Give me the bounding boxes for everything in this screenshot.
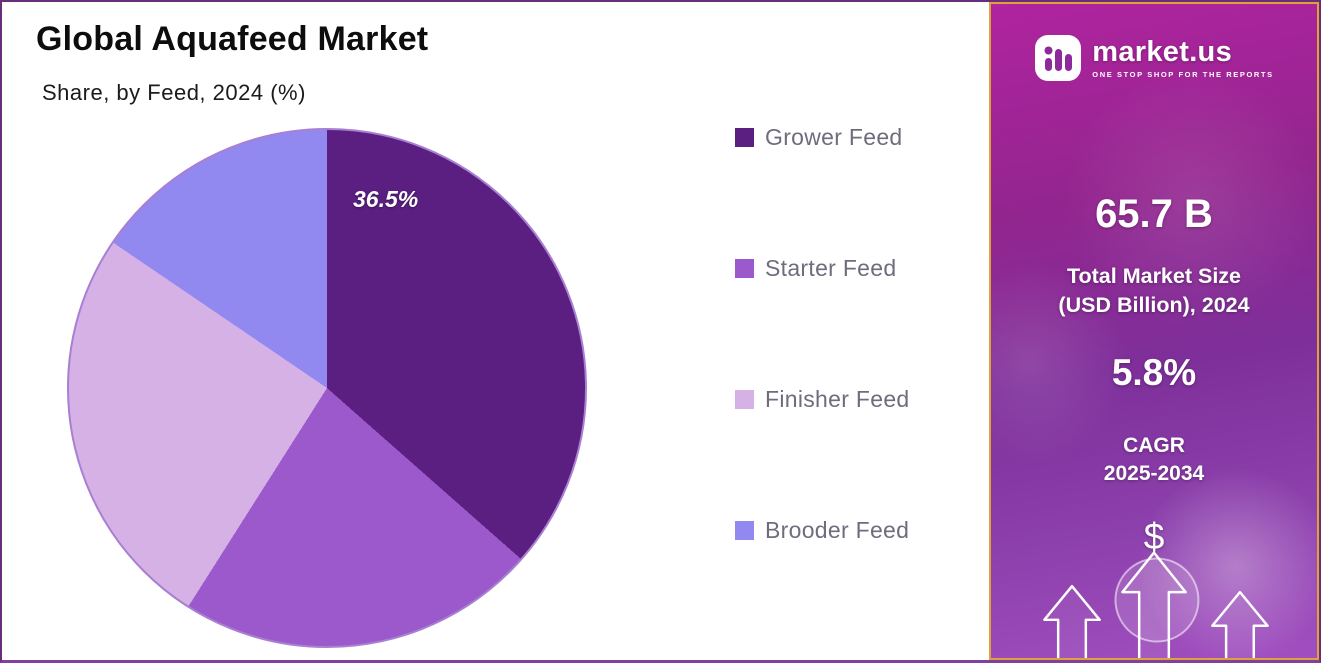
pie-chart: 36.5% xyxy=(67,128,587,648)
brand-name: market.us xyxy=(1092,35,1232,68)
growth-arrows-icon xyxy=(1043,551,1269,658)
legend-item-starter-feed: Starter Feed xyxy=(735,255,910,282)
brand-text: market.us ONE STOP SHOP FOR THE REPORTS xyxy=(1092,35,1274,80)
page-title: Global Aquafeed Market xyxy=(36,20,429,58)
market-us-logo-icon xyxy=(1035,35,1082,81)
legend-item-finisher-feed: Finisher Feed xyxy=(735,386,910,413)
cagr-label: CAGR xyxy=(1123,434,1185,457)
legend-swatch-grower-feed xyxy=(735,128,754,147)
legend-label: Brooder Feed xyxy=(765,517,910,543)
total-market-size-label-line2: (USD Billion), 2024 xyxy=(1058,293,1250,318)
legend-swatch-starter-feed xyxy=(735,259,754,278)
chart-legend: Grower Feed Starter Feed Finisher Feed B… xyxy=(735,124,910,544)
legend-label: Finisher Feed xyxy=(765,386,910,412)
legend-swatch-finisher-feed xyxy=(735,390,754,409)
page-subtitle: Share, by Feed, 2024 (%) xyxy=(42,80,306,105)
dollar-sign-icon: $ xyxy=(1143,516,1165,557)
brand-tagline: ONE STOP SHOP FOR THE REPORTS xyxy=(1092,70,1274,80)
cagr-value: 5.8% xyxy=(1111,352,1197,393)
cagr-period: 2025-2034 xyxy=(1103,462,1205,485)
brand-logo: market.us ONE STOP SHOP FOR THE REPORTS xyxy=(991,34,1317,82)
legend-item-brooder-feed: Brooder Feed xyxy=(735,517,910,544)
legend-swatch-brooder-feed xyxy=(735,521,754,540)
legend-item-grower-feed: Grower Feed xyxy=(735,124,910,151)
promo-sidebar: market.us ONE STOP SHOP FOR THE REPORTS … xyxy=(989,2,1319,660)
total-market-size-label-line1: Total Market Size xyxy=(1066,264,1242,288)
total-market-size-label: Total Market Size (USD Billion), 2024 xyxy=(991,262,1317,320)
legend-label: Grower Feed xyxy=(765,124,903,150)
chart-panel: Global Aquafeed Market Share, by Feed, 2… xyxy=(2,2,989,660)
pie-slice-value-label: 36.5% xyxy=(353,186,419,212)
legend-label: Starter Feed xyxy=(765,255,897,281)
total-market-size-value: 65.7 B xyxy=(1095,192,1213,236)
